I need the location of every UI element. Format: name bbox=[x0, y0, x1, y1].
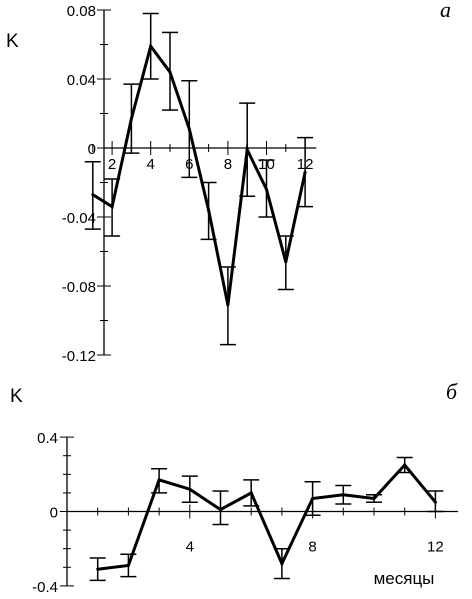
y-tick-label: 0.08 bbox=[67, 3, 96, 20]
data-point bbox=[280, 562, 284, 566]
panel-label: б bbox=[446, 379, 458, 404]
y-tick-label: -0.04 bbox=[62, 210, 96, 227]
series-line bbox=[92, 42, 307, 306]
x-tick-label: 2 bbox=[108, 156, 116, 173]
data-point bbox=[311, 496, 315, 500]
data-point bbox=[303, 170, 307, 174]
data-point bbox=[91, 193, 95, 197]
data-point bbox=[149, 44, 153, 48]
x-tick-label: 8 bbox=[308, 539, 316, 556]
data-point bbox=[207, 208, 211, 212]
y-tick-label: -0.08 bbox=[62, 279, 96, 296]
data-point bbox=[219, 508, 222, 512]
data-point bbox=[157, 478, 161, 482]
data-point bbox=[403, 463, 407, 467]
x-tick-label: 8 bbox=[224, 156, 232, 173]
x-tick-label: 4 bbox=[186, 539, 194, 556]
data-point bbox=[284, 260, 288, 264]
data-point bbox=[372, 496, 376, 500]
y-tick-label: 0.04 bbox=[67, 72, 96, 89]
series-line bbox=[97, 462, 437, 571]
data-point bbox=[249, 491, 253, 495]
data-point bbox=[168, 70, 172, 74]
data-point bbox=[110, 205, 114, 209]
data-point bbox=[126, 563, 130, 567]
data-point bbox=[245, 148, 249, 152]
data-point bbox=[96, 567, 100, 571]
chart-panel-a: 0.080.040-0.04-0.08-0.1224681012Kа bbox=[6, 0, 451, 365]
data-point bbox=[188, 487, 192, 491]
chart-panel-b: 0.4 0 -0.4 4 8 12 K б месяцы bbox=[10, 379, 459, 596]
data-point bbox=[341, 493, 345, 497]
data-point bbox=[226, 303, 230, 307]
data-point bbox=[433, 500, 437, 504]
y-tick-label: -0.12 bbox=[62, 348, 96, 365]
y-axis-title: K bbox=[10, 386, 23, 407]
data-point bbox=[129, 117, 133, 121]
x-tick-label: 12 bbox=[427, 539, 444, 556]
y-tick-label: 0 bbox=[88, 141, 96, 158]
y-tick-label: 0 bbox=[50, 505, 58, 522]
y-tick-label: 0.4 bbox=[37, 430, 58, 447]
x-tick-label: 4 bbox=[147, 156, 155, 173]
panel-label: а bbox=[440, 0, 451, 22]
x-axis-title: месяцы bbox=[374, 569, 435, 588]
data-point bbox=[265, 187, 268, 191]
y-axis-title: K bbox=[6, 31, 19, 52]
data-point bbox=[187, 127, 191, 131]
y-tick-label: -0.4 bbox=[32, 579, 58, 596]
